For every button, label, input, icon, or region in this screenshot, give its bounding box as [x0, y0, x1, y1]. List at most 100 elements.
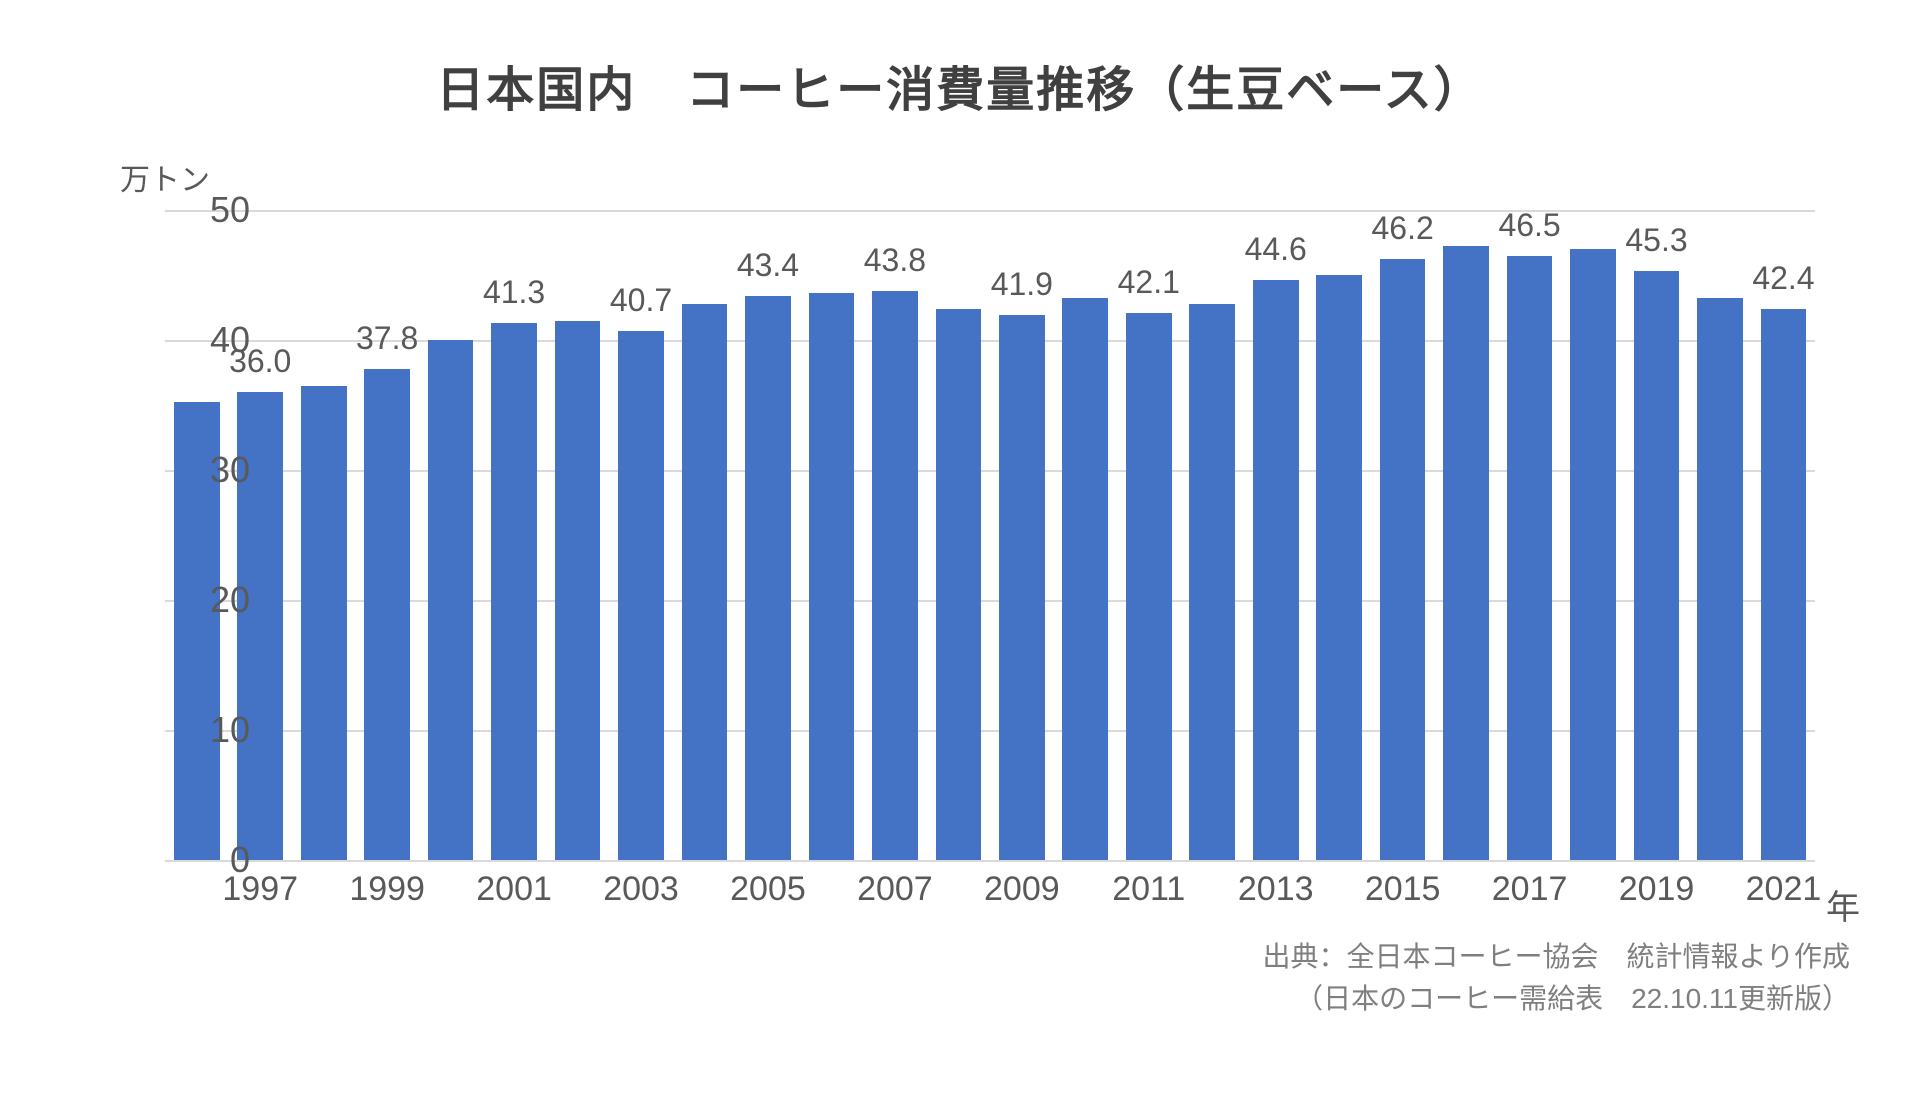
bar	[428, 340, 474, 860]
bar-slot	[800, 210, 863, 860]
bar-slot	[927, 210, 990, 860]
bar	[491, 323, 537, 860]
bar	[1507, 256, 1553, 861]
bar-slot: 41.9	[990, 210, 1053, 860]
y-tick-label: 50	[170, 189, 250, 231]
bar	[1761, 309, 1807, 860]
x-tick-label: 2017	[1492, 870, 1568, 909]
x-label-slot	[1434, 870, 1497, 920]
bar	[364, 369, 410, 860]
bar	[1570, 249, 1616, 860]
y-tick-label: 30	[170, 449, 250, 491]
bar-slot	[165, 210, 228, 860]
x-tick-label: 2009	[984, 870, 1060, 909]
x-label-slot: 2013	[1244, 870, 1307, 920]
bar	[1253, 280, 1299, 860]
x-label-slot: 2011	[1117, 870, 1180, 920]
x-label-slot	[1054, 870, 1117, 920]
bar	[618, 331, 664, 860]
bar-value-label: 43.8	[864, 242, 926, 279]
bar	[999, 315, 1045, 860]
chart-title: 日本国内 コーヒー消費量推移（生豆ベース）	[0, 0, 1920, 120]
x-label-slot	[927, 870, 990, 920]
x-tick-label: 2021	[1746, 870, 1822, 909]
bar-slot: 42.1	[1117, 210, 1180, 860]
bar-value-label: 41.3	[483, 274, 545, 311]
bar-slot: 37.8	[355, 210, 418, 860]
bar-slot: 46.2	[1371, 210, 1434, 860]
x-tick-label: 1997	[222, 870, 298, 909]
bar-slot	[292, 210, 355, 860]
x-tick-label: 2011	[1112, 870, 1185, 909]
bar	[872, 291, 918, 860]
x-label-slot: 2001	[482, 870, 545, 920]
x-label-slot: 2019	[1625, 870, 1688, 920]
bar-slot	[1561, 210, 1624, 860]
bar-value-label: 42.1	[1118, 264, 1180, 301]
chart-plot-area: 36.0 37.8 41.3 40.7 43.4 43.8 41.9 42.1 44.6 46.2…	[165, 210, 1815, 860]
x-label-slot	[1307, 870, 1370, 920]
bar-value-label: 37.8	[356, 320, 418, 357]
bar-slot: 42.4	[1752, 210, 1815, 860]
bar	[1443, 246, 1489, 860]
x-tick-label: 1999	[349, 870, 425, 909]
x-label-slot: 2021	[1752, 870, 1815, 920]
bar-value-label: 46.2	[1372, 210, 1434, 247]
source-line-2: （日本のコーヒー需給表 22.10.11更新版）	[1263, 978, 1850, 1020]
x-label-slot	[546, 870, 609, 920]
bar	[809, 293, 855, 860]
bar-slot	[1181, 210, 1244, 860]
bar-slot	[1688, 210, 1751, 860]
bar-slot	[1434, 210, 1497, 860]
bar	[1062, 298, 1108, 860]
x-label-slot	[1561, 870, 1624, 920]
bar	[1189, 304, 1235, 860]
bar-value-label: 41.9	[991, 266, 1053, 303]
bar-slot: 40.7	[609, 210, 672, 860]
bar	[1126, 313, 1172, 860]
x-label-slot	[419, 870, 482, 920]
bar-value-label: 42.4	[1752, 260, 1814, 297]
x-tick-label: 2007	[857, 870, 933, 909]
bar	[1634, 271, 1680, 860]
x-label-slot: 2017	[1498, 870, 1561, 920]
bar-series: 36.0 37.8 41.3 40.7 43.4 43.8 41.9 42.1 44.6 46.2…	[165, 210, 1815, 860]
source-attribution: 出典：全日本コーヒー協会 統計情報より作成 （日本のコーヒー需給表 22.10.…	[1263, 936, 1850, 1020]
bar	[555, 321, 601, 861]
bar	[745, 296, 791, 860]
x-axis-labels: 1997 1999 2001 2003 2005 2007 2009 2011 2013 2015…	[165, 870, 1815, 920]
bar	[936, 309, 982, 860]
source-line-1: 出典：全日本コーヒー協会 統計情報より作成	[1263, 936, 1850, 978]
x-tick-label: 2013	[1238, 870, 1314, 909]
bar-slot	[1307, 210, 1370, 860]
bar	[1380, 259, 1426, 860]
x-label-slot	[800, 870, 863, 920]
x-label-slot: 1997	[228, 870, 291, 920]
bar-slot: 36.0	[228, 210, 291, 860]
x-label-slot: 1999	[355, 870, 418, 920]
y-tick-label: 20	[170, 579, 250, 621]
x-tick-label: 2001	[476, 870, 552, 909]
x-label-slot	[673, 870, 736, 920]
bar-value-label: 45.3	[1625, 222, 1687, 259]
bar	[682, 304, 728, 860]
bar-slot: 45.3	[1625, 210, 1688, 860]
bar-value-label: 46.5	[1498, 207, 1560, 244]
x-label-slot	[1181, 870, 1244, 920]
x-axis-unit: 年	[1826, 880, 1860, 929]
bar-slot	[673, 210, 736, 860]
bar-slot	[419, 210, 482, 860]
bar-value-label: 43.4	[737, 247, 799, 284]
x-tick-label: 2003	[603, 870, 679, 909]
bar-slot: 43.4	[736, 210, 799, 860]
x-tick-label: 2015	[1365, 870, 1441, 909]
x-label-slot	[165, 870, 228, 920]
x-tick-label: 2005	[730, 870, 806, 909]
bar-value-label: 44.6	[1245, 231, 1307, 268]
bar-slot: 43.8	[863, 210, 926, 860]
bar	[1697, 298, 1743, 860]
gridline	[165, 860, 1815, 862]
x-label-slot	[292, 870, 355, 920]
bar-slot: 44.6	[1244, 210, 1307, 860]
bar-slot	[546, 210, 609, 860]
